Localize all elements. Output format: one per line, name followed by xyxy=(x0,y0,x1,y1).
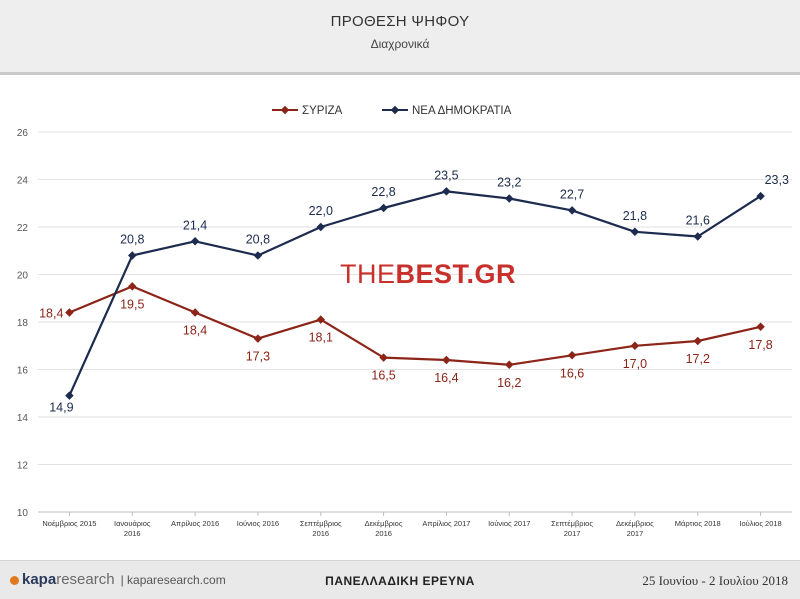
brand-logo: kaparesearch | kaparesearch.com xyxy=(10,571,226,588)
data-point xyxy=(65,308,74,317)
y-tick-label: 22 xyxy=(17,223,29,234)
data-label: 21,6 xyxy=(686,214,710,228)
data-point xyxy=(567,206,577,215)
data-label: 20,8 xyxy=(246,233,270,247)
survey-label: ΠΑΝΕΛΛΑΔΙΚΗ ΕΡΕΥΝΑ xyxy=(325,574,475,588)
data-point xyxy=(630,341,640,350)
data-point xyxy=(379,203,388,213)
y-tick-label: 20 xyxy=(17,271,29,282)
data-label: 17,2 xyxy=(686,352,710,366)
data-point xyxy=(442,355,451,365)
data-label: 18,4 xyxy=(39,307,63,321)
data-point xyxy=(253,334,263,343)
x-tick-label: Ιανουάριος 2016 xyxy=(114,519,151,538)
data-label: 14,9 xyxy=(49,401,73,415)
legend-label: ΝΕΑ ΔΗΜΟΚΡΑΤΙΑ xyxy=(412,105,512,117)
x-tick-label: Ιούνιος 2016 xyxy=(237,519,279,528)
website-text: | kaparesearch.com xyxy=(120,573,226,587)
data-label: 18,1 xyxy=(309,331,333,345)
data-label: 17,0 xyxy=(623,357,647,371)
x-tick-label: Μάρτιος 2018 xyxy=(675,519,721,528)
data-label: 22,8 xyxy=(371,185,395,199)
data-label: 21,4 xyxy=(183,218,207,232)
data-label: 21,8 xyxy=(623,209,647,223)
header: ΠΡΟΘΕΣΗ ΨΗΦΟΥ Διαχρονικά xyxy=(0,0,800,75)
x-tick-label: Απρίλιος 2017 xyxy=(422,519,470,528)
x-tick-label: Σεπτέμβριος 2016 xyxy=(300,519,342,538)
data-label: 16,5 xyxy=(371,369,395,383)
data-label: 23,5 xyxy=(434,168,458,182)
y-tick-label: 12 xyxy=(17,461,29,472)
data-label: 20,8 xyxy=(120,233,144,247)
y-tick-label: 18 xyxy=(17,318,29,329)
y-tick-label: 14 xyxy=(17,413,29,424)
x-tick-label: Νοέμβριος 2015 xyxy=(42,519,96,528)
data-point xyxy=(253,251,263,260)
data-point xyxy=(630,227,640,236)
survey-dates: 25 Ιουνίου - 2 Ιουλίου 2018 xyxy=(642,573,788,588)
data-label: 17,8 xyxy=(748,338,772,352)
x-tick-label: Σεπτέμβριος 2017 xyxy=(551,519,593,538)
x-tick-label: Δεκέμβριος 2017 xyxy=(616,519,654,538)
series-line-syriza xyxy=(68,285,761,366)
data-point xyxy=(567,351,577,360)
chart-title: ΠΡΟΘΕΣΗ ΨΗΦΟΥ xyxy=(330,13,470,30)
data-point xyxy=(128,251,137,260)
y-tick-label: 26 xyxy=(17,128,29,139)
legend-marker xyxy=(390,105,400,115)
x-tick-label: Ιούλιος 2018 xyxy=(739,519,781,528)
footer: kaparesearch | kaparesearch.com ΠΑΝΕΛΛΑΔΙ… xyxy=(0,560,800,599)
data-point xyxy=(693,336,702,346)
chart-subtitle: Διαχρονικά xyxy=(370,37,430,51)
legend-label: ΣΥΡΙΖΑ xyxy=(302,105,343,117)
data-label: 16,2 xyxy=(497,376,521,390)
data-point xyxy=(190,308,200,317)
legend-marker xyxy=(280,105,290,115)
data-label: 19,5 xyxy=(120,297,144,311)
series-line-nd xyxy=(68,190,762,397)
y-tick-label: 10 xyxy=(17,508,29,519)
data-point xyxy=(505,194,514,203)
data-point xyxy=(128,282,137,291)
data-label: 16,6 xyxy=(560,366,584,380)
data-point xyxy=(379,353,388,362)
data-point xyxy=(316,315,325,324)
data-label: 23,2 xyxy=(497,176,521,190)
data-label: 22,0 xyxy=(309,204,333,218)
data-label: 16,4 xyxy=(434,371,458,385)
data-label: 22,7 xyxy=(560,187,584,201)
x-tick-label: Ιούνιος 2017 xyxy=(488,519,530,528)
y-tick-label: 24 xyxy=(17,176,29,187)
x-tick-label: Δεκέμβριος 2016 xyxy=(365,519,403,538)
data-label: 23,3 xyxy=(765,173,789,187)
y-tick-label: 16 xyxy=(17,366,29,377)
data-point xyxy=(316,222,325,232)
data-point xyxy=(190,237,200,246)
logo-dot-icon xyxy=(10,575,19,585)
data-label: 18,4 xyxy=(183,324,207,338)
line-chart: 10 12 14 16 18 20 22 24 26 Νοέμβριος 2015 Ιανουάρι… xyxy=(17,105,792,538)
watermark: THEBEST.GR xyxy=(340,259,517,289)
data-label: 17,3 xyxy=(246,350,270,364)
data-point xyxy=(442,187,451,196)
x-tick-label: Απρίλιος 2016 xyxy=(171,519,219,528)
data-point xyxy=(65,391,74,400)
data-point xyxy=(756,322,765,331)
data-point xyxy=(505,360,514,369)
